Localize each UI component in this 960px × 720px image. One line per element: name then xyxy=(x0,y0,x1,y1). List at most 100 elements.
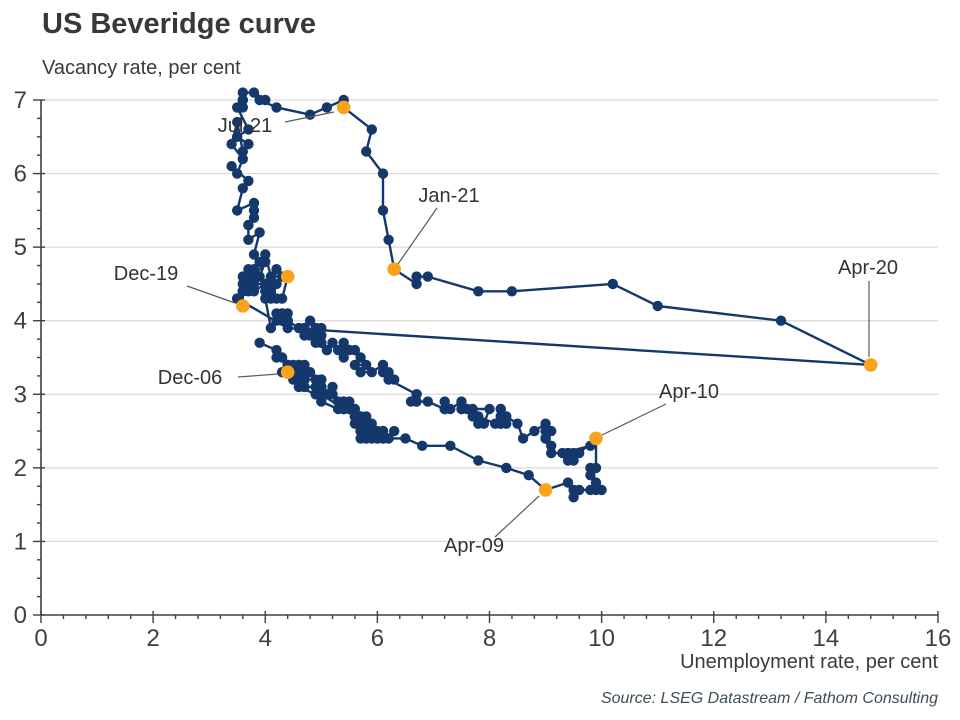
y-tick-label: 0 xyxy=(14,602,27,629)
data-point xyxy=(607,278,618,290)
data-point xyxy=(338,403,349,415)
data-point xyxy=(590,484,602,496)
annotation-leader-line xyxy=(494,495,540,538)
data-point xyxy=(310,337,321,348)
y-axis-units-label: Vacancy rate, per cent xyxy=(42,57,241,79)
data-point xyxy=(400,433,411,444)
y-tick-label: 4 xyxy=(14,308,27,335)
data-point xyxy=(439,396,450,407)
annotation-label: Apr-10 xyxy=(659,381,719,403)
data-point xyxy=(248,264,260,275)
data-point xyxy=(517,433,529,444)
highlight-point xyxy=(336,100,351,115)
y-tick-label: 6 xyxy=(14,161,27,188)
data-point xyxy=(501,462,512,474)
data-point xyxy=(439,403,450,415)
data-point xyxy=(271,102,282,113)
data-point xyxy=(338,396,349,407)
data-point xyxy=(321,344,333,356)
data-point xyxy=(389,374,400,385)
data-point xyxy=(512,418,523,429)
data-point xyxy=(546,447,557,459)
data-point xyxy=(405,396,417,407)
data-point xyxy=(248,212,260,223)
data-point xyxy=(248,205,260,216)
highlight-point xyxy=(280,365,295,380)
data-point xyxy=(310,374,321,385)
data-point xyxy=(383,367,394,378)
data-point xyxy=(316,330,327,341)
data-point xyxy=(310,322,321,334)
data-point xyxy=(495,411,506,422)
highlight-point xyxy=(387,262,402,277)
data-point xyxy=(361,433,372,444)
x-tick-label: 16 xyxy=(925,625,952,652)
data-point xyxy=(349,359,361,371)
y-tick-label: 7 xyxy=(14,87,27,114)
data-point xyxy=(355,367,366,378)
highlight-point xyxy=(863,358,878,372)
annotation-label: Apr-20 xyxy=(838,257,898,279)
data-point xyxy=(237,153,248,165)
data-point xyxy=(243,175,254,187)
data-point xyxy=(237,87,248,98)
data-point xyxy=(489,418,501,429)
x-tick-label: 6 xyxy=(371,625,384,652)
data-point xyxy=(411,389,422,400)
highlight-point xyxy=(538,483,553,497)
data-point xyxy=(316,389,327,400)
data-point xyxy=(271,344,282,356)
data-point xyxy=(478,418,490,429)
data-point xyxy=(299,330,310,341)
data-point xyxy=(232,205,243,216)
data-point xyxy=(473,455,484,466)
data-point xyxy=(265,322,277,334)
data-point xyxy=(248,197,260,209)
data-point xyxy=(271,315,282,326)
data-point xyxy=(237,286,248,297)
data-point xyxy=(304,109,316,120)
data-point xyxy=(377,359,389,371)
data-point xyxy=(523,470,534,481)
annotation-label: Jul-21 xyxy=(218,115,272,137)
data-point xyxy=(377,433,389,444)
data-point xyxy=(226,161,237,172)
data-point xyxy=(456,396,467,407)
data-point xyxy=(411,271,422,282)
data-point xyxy=(546,440,557,451)
data-point xyxy=(248,249,260,260)
data-point xyxy=(568,455,579,466)
annotation-leader-line xyxy=(237,373,279,378)
data-point xyxy=(574,484,585,496)
gridlines xyxy=(41,99,938,543)
data-point xyxy=(417,440,428,451)
data-point xyxy=(349,344,361,356)
data-point xyxy=(226,138,237,150)
data-point xyxy=(540,425,551,437)
data-point xyxy=(562,477,574,488)
data-point xyxy=(271,278,282,290)
data-point xyxy=(271,264,282,275)
data-point xyxy=(254,256,265,268)
data-point xyxy=(248,87,260,98)
data-point xyxy=(506,286,518,297)
source-note: Source: LSEG Datastream / Fathom Consult… xyxy=(601,690,938,707)
highlight-point xyxy=(280,269,295,284)
data-point xyxy=(366,367,377,378)
highlight-point xyxy=(589,431,603,446)
data-point xyxy=(260,278,271,290)
annotation-label: Dec-06 xyxy=(158,367,222,389)
data-point xyxy=(445,440,456,451)
data-point xyxy=(243,138,254,150)
data-point xyxy=(232,102,243,113)
data-point xyxy=(377,425,389,437)
data-point xyxy=(265,271,277,282)
annotation-label: Apr-09 xyxy=(444,535,504,557)
data-point xyxy=(271,308,282,319)
annotation-leader-line xyxy=(186,285,236,304)
data-point xyxy=(316,396,327,407)
annotation-label: Dec-19 xyxy=(114,263,178,285)
